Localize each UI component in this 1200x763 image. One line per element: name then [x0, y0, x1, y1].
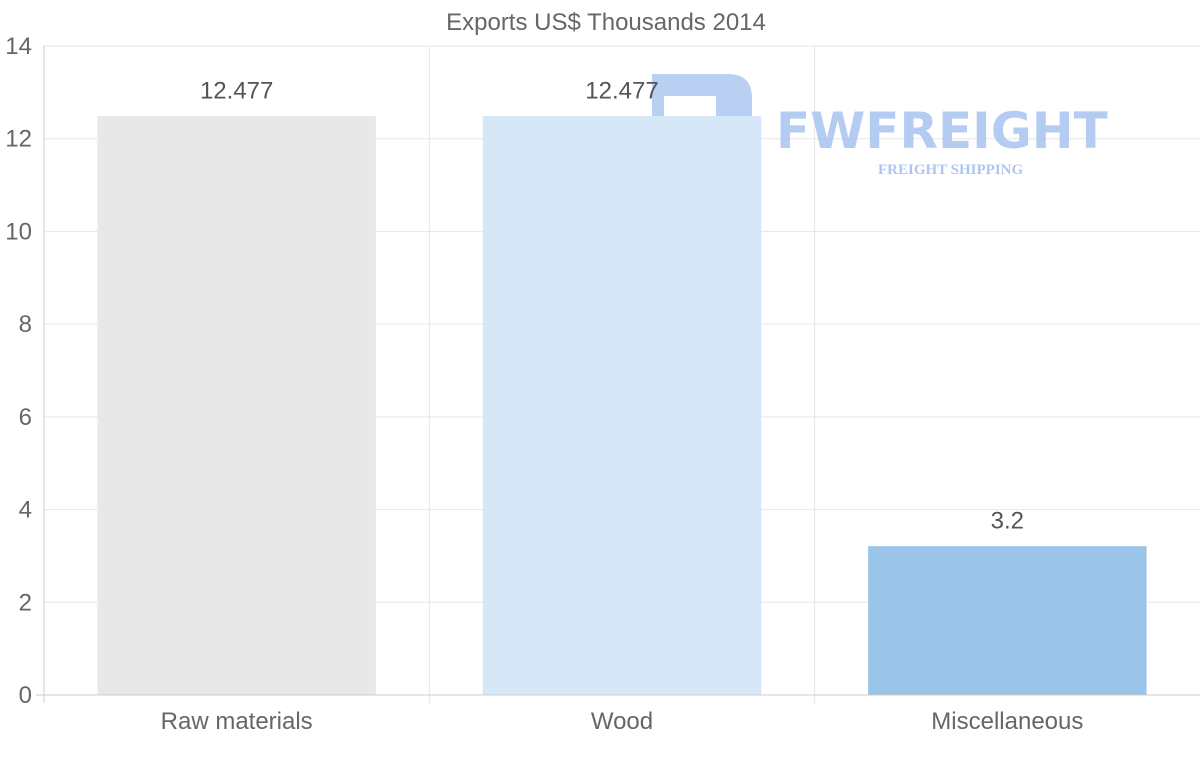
y-tick-label: 10: [5, 218, 32, 245]
watermark-logo-mark: [652, 74, 752, 120]
chart-title: Exports US$ Thousands 2014: [446, 9, 766, 36]
bars: [97, 116, 1147, 696]
y-tick-label: 0: [19, 682, 32, 709]
x-tick-label: Miscellaneous: [931, 708, 1083, 735]
x-tick-label: Wood: [591, 708, 653, 735]
y-tick-label: 4: [19, 497, 32, 524]
bar-raw-materials[interactable]: [97, 116, 376, 696]
y-tick-label: 12: [5, 126, 32, 153]
axes: 0 2 4 6 8 10 12 14 Raw materials Wood Miscellaneou…: [5, 33, 1200, 735]
data-label: 12.477: [585, 78, 658, 105]
watermark: FWFREIGHT FREIGHT SHIPPING: [652, 74, 1108, 178]
y-tick-label: 6: [19, 404, 32, 431]
data-label: 3.2: [991, 508, 1024, 535]
bar-miscellaneous[interactable]: [868, 546, 1147, 696]
watermark-brand: FWFREIGHT: [776, 102, 1108, 160]
x-tick-label: Raw materials: [161, 708, 313, 735]
bar-wood[interactable]: [482, 116, 762, 696]
watermark-tagline: FREIGHT SHIPPING: [878, 162, 1023, 178]
data-label: 12.477: [200, 78, 273, 105]
y-tick-label: 8: [19, 311, 32, 338]
y-tick-label: 2: [19, 589, 32, 616]
data-labels: 12.477 12.477 3.2: [200, 78, 1024, 535]
y-tick-label: 14: [5, 33, 32, 60]
